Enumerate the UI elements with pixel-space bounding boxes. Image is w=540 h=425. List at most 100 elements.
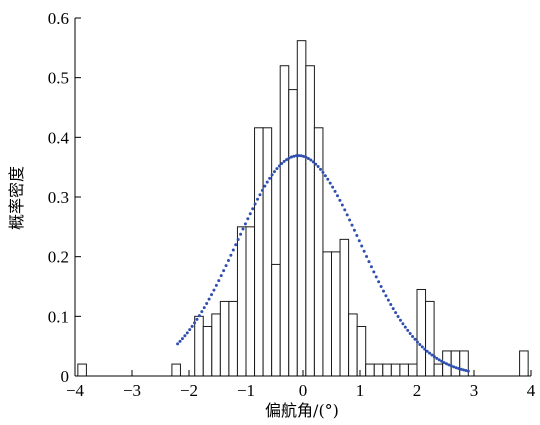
histogram-bar xyxy=(459,350,469,377)
fit-curve-point xyxy=(309,158,313,162)
fit-curve-point xyxy=(379,285,383,289)
fit-curve-point xyxy=(258,193,262,197)
fit-curve-point xyxy=(287,156,291,160)
y-tick-label: 0.2 xyxy=(48,248,69,267)
fit-curve-point xyxy=(352,228,356,232)
fit-curve-point xyxy=(236,238,240,242)
fit-curve-point xyxy=(214,283,218,287)
fit-curve-point xyxy=(382,289,386,293)
fit-curve-point xyxy=(335,194,339,198)
fit-curve-point xyxy=(176,342,180,346)
histogram-bar xyxy=(373,363,384,377)
histogram-bar xyxy=(365,363,375,377)
fit-curve-point xyxy=(418,342,422,346)
fit-curve-point xyxy=(193,321,197,325)
fit-curve-point xyxy=(190,324,194,328)
histogram-bar xyxy=(202,325,213,377)
fit-curve-point xyxy=(326,177,330,181)
fit-curve-point xyxy=(345,213,349,217)
y-tick-label: 0.3 xyxy=(48,188,69,207)
x-tick-label: 1 xyxy=(356,381,365,400)
fit-curve-point xyxy=(428,351,432,355)
fit-curve-point xyxy=(386,298,390,302)
fit-curve-point xyxy=(333,189,337,193)
x-tick-label: 2 xyxy=(413,381,422,400)
histogram-bar xyxy=(171,363,181,377)
histogram-bar xyxy=(271,263,281,377)
fit-curve-point xyxy=(449,364,453,368)
fit-curve-point xyxy=(200,310,204,314)
fit-curve-point xyxy=(219,274,223,278)
histogram-bar xyxy=(322,251,333,377)
x-axis-title: 偏航角/(°) xyxy=(265,401,339,420)
fit-curve-point xyxy=(323,174,327,178)
fit-curve-point xyxy=(384,294,388,298)
fit-curve-point xyxy=(321,170,325,174)
histogram-bar xyxy=(236,226,247,377)
fit-curve-point xyxy=(292,154,296,158)
fit-curve-point xyxy=(224,264,228,268)
fit-curve-point xyxy=(212,288,216,292)
fit-curve-point xyxy=(369,265,373,269)
fit-curve-point xyxy=(396,314,400,318)
bars-layer xyxy=(77,40,529,377)
histogram-bar xyxy=(348,313,358,377)
y-tick-label: 0.5 xyxy=(48,69,69,88)
fit-curve-point xyxy=(253,202,257,206)
fit-curve-point xyxy=(260,188,264,192)
fit-curve-point xyxy=(319,167,323,171)
histogram-bar xyxy=(262,127,273,377)
fit-curve-point xyxy=(445,362,448,366)
fit-curve-point xyxy=(226,258,230,262)
fit-curve-point xyxy=(289,155,293,159)
fit-curve-point xyxy=(432,355,436,359)
x-tick-label: −1 xyxy=(237,381,255,400)
histogram-bar xyxy=(279,65,290,377)
fit-curve-point xyxy=(234,243,238,247)
histogram-bar xyxy=(219,300,230,377)
x-tick-label: −3 xyxy=(123,381,141,400)
fit-curve-point xyxy=(365,255,369,258)
x-tick-label: −2 xyxy=(180,381,198,400)
fit-curve-point xyxy=(452,365,456,369)
fit-curve-point xyxy=(362,249,366,253)
x-tick-label: 3 xyxy=(470,381,479,400)
fit-curve-point xyxy=(442,361,446,365)
fit-curve-point xyxy=(391,307,395,311)
histogram-bar xyxy=(211,313,221,377)
histogram-bar xyxy=(519,350,529,377)
y-tick-label: 0 xyxy=(61,367,70,386)
x-tick-label: 0 xyxy=(299,381,308,400)
fit-curve-point xyxy=(425,349,429,353)
fit-curve-point xyxy=(454,366,458,370)
histogram-bar xyxy=(416,288,427,377)
fit-curve-point xyxy=(188,328,192,332)
histogram-bar xyxy=(331,251,341,377)
fit-curve-point xyxy=(243,222,247,226)
fit-curve-point xyxy=(239,232,243,236)
histogram-bar xyxy=(245,226,256,377)
histogram-bar xyxy=(450,350,461,377)
fit-curve-point xyxy=(355,234,359,238)
fit-curve-point xyxy=(210,293,214,297)
fit-curve-point xyxy=(415,340,419,344)
fit-curve-point xyxy=(435,356,439,360)
histogram-bar xyxy=(433,363,444,377)
fit-curve-point xyxy=(403,325,407,329)
fit-curve-point xyxy=(183,334,187,338)
fit-curve-point xyxy=(357,239,361,243)
fit-curve-point xyxy=(328,181,332,185)
fit-curve-point xyxy=(440,359,444,363)
fit-curve-point xyxy=(197,314,201,318)
fit-curve-point xyxy=(406,328,410,332)
fit-curve-point xyxy=(297,154,301,158)
fit-curve-point xyxy=(394,311,398,315)
histogram-bar xyxy=(425,300,435,377)
fit-curve-point xyxy=(273,170,276,174)
fit-curve-point xyxy=(270,173,274,177)
fit-curve-point xyxy=(367,260,371,264)
fit-curve-point xyxy=(459,367,463,371)
fit-curve-point xyxy=(360,244,364,248)
